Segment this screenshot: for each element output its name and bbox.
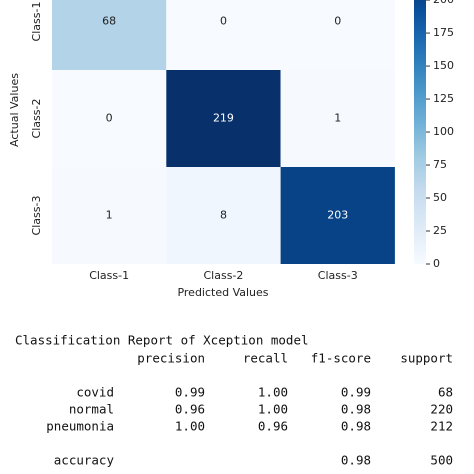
report-cell: 0.98 [341,453,371,468]
heatmap-cell [166,0,281,70]
y-tick-label: Class-3 [30,196,43,236]
report-row-label: normal [69,402,114,417]
report-cell: 500 [430,453,453,468]
report-cell: 212 [430,419,453,434]
report-cell: 0.96 [258,419,288,434]
colorbar-tick-label: 150 [433,59,454,72]
heatmap-cell [166,167,281,264]
report-cell: 68 [438,385,453,400]
report-header: recall [243,351,288,366]
report-cell: 0.96 [175,402,205,417]
x-tick-label: Class-1 [89,269,129,282]
cell-label: 8 [220,209,227,222]
report-cell: 0.99 [175,385,205,400]
colorbar-tick-label: 100 [433,125,454,138]
colorbar-tick-label: 125 [433,92,454,105]
heatmap-cell [280,70,395,167]
heatmap-cell [280,0,395,70]
cell-label: 0 [334,15,341,28]
report-cell: 0.98 [341,419,371,434]
report-cell: 0.98 [341,402,371,417]
colorbar-tick-label: 200 [433,0,454,6]
heatmap-cell [280,167,395,264]
heatmap-cell [52,0,167,70]
x-tick-label: Class-2 [203,269,243,282]
colorbar-tick-label: 25 [433,224,447,237]
report-row-label: pneumonia [46,419,114,434]
cell-label: 1 [106,209,113,222]
report-header: precision [137,351,205,366]
cell-label: 203 [327,209,348,222]
colorbar-tick-label: 75 [433,158,447,171]
cell-label: 219 [213,112,234,125]
report-header: f1-score [311,351,371,366]
report-header: support [400,351,453,366]
heatmap-cell [52,70,167,167]
report-cell: 1.00 [175,419,205,434]
heatmap-cell [52,167,167,264]
y-tick-label: Class-2 [30,99,43,139]
cell-label: 0 [220,15,227,28]
report-title: Classification Report of Xception model [15,333,309,348]
x-axis-label: Predicted Values [177,286,268,299]
report-row-label: covid [76,385,114,400]
colorbar-tick-label: 175 [433,26,454,39]
report-cell: 1.00 [258,402,288,417]
cell-label: 0 [106,112,113,125]
colorbar-tick-label: 0 [433,257,440,270]
colorbar [414,0,426,264]
cell-label: 1 [334,112,341,125]
cell-label: 68 [102,15,116,28]
y-axis-label: Actual Values [8,73,21,147]
x-tick-label: Class-3 [318,269,358,282]
report-cell: 1.00 [258,385,288,400]
heatmap-cell [166,70,281,167]
report-row-label: accuracy [54,453,115,468]
report-cell: 220 [430,402,453,417]
report-cell: 0.99 [341,385,371,400]
y-tick-label: Class-1 [30,2,43,42]
colorbar-tick-label: 50 [433,191,447,204]
